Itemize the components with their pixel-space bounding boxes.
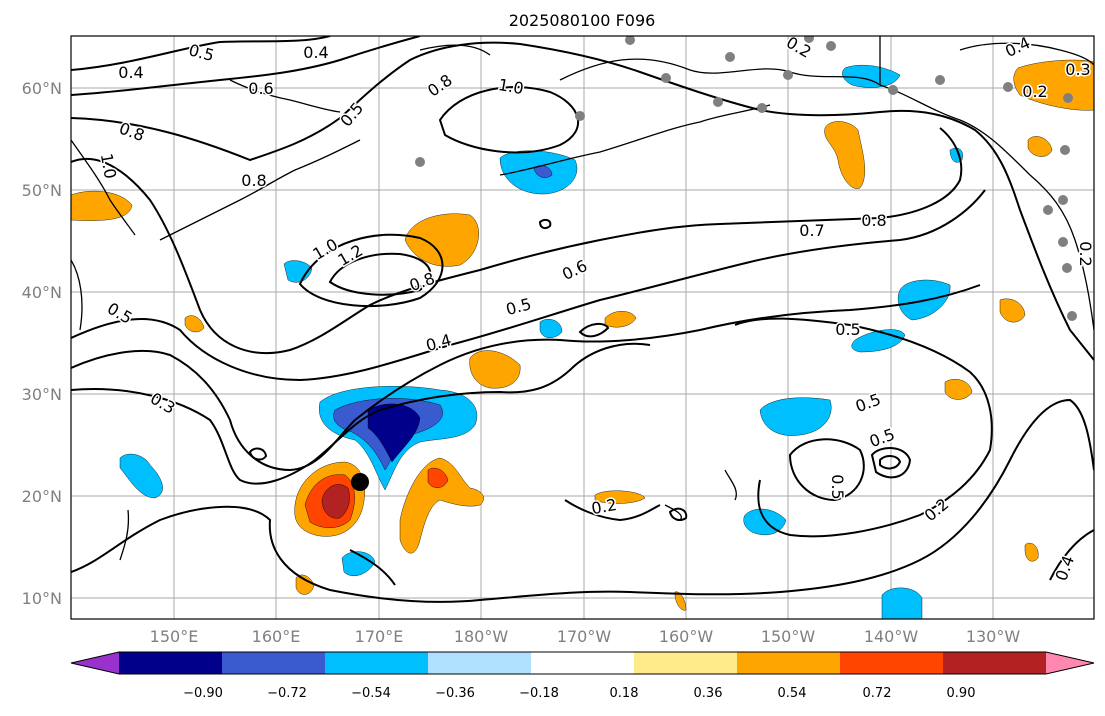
contour-label: 0.2 xyxy=(1022,82,1047,101)
colorbar-tick-label: 0.54 xyxy=(778,686,807,701)
colorbar xyxy=(70,651,1095,675)
lat-tick-label: 20°N xyxy=(22,487,62,506)
lon-tick-label: 180°W xyxy=(454,627,509,646)
station-dot xyxy=(661,73,671,83)
station-dot xyxy=(1067,311,1077,321)
contour-label: 0.6 xyxy=(248,79,273,98)
contour-label: 0.3 xyxy=(1065,60,1090,79)
lat-tick-label: 60°N xyxy=(22,79,62,98)
lat-tick-label: 10°N xyxy=(22,589,62,608)
graticule xyxy=(71,36,1094,619)
station-dot xyxy=(783,70,793,80)
contour-label: 0.2 xyxy=(1076,241,1095,266)
lon-tick-label: 130°W xyxy=(966,627,1021,646)
colorbar-tick-label: −0.36 xyxy=(435,686,475,701)
colorbar-segment xyxy=(737,652,841,674)
station-dot xyxy=(1003,82,1013,92)
lat-tick-label: 40°N xyxy=(22,283,62,302)
lon-tick-label: 170°E xyxy=(355,627,404,646)
lat-tick-label: 30°N xyxy=(22,385,62,404)
colorbar-segment xyxy=(428,652,532,674)
colorbar-segment xyxy=(943,652,1047,674)
station-dot xyxy=(725,52,735,62)
station-dot xyxy=(826,41,836,51)
lon-tick-label: 150°W xyxy=(761,627,816,646)
station-dot xyxy=(1060,145,1070,155)
contour-label: 0.5 xyxy=(835,320,860,339)
lat-tick-label: 50°N xyxy=(22,181,62,200)
colorbar-tick-label: −0.18 xyxy=(519,686,559,701)
colorbar-tick-label: 0.72 xyxy=(863,686,892,701)
contour-label: 0.8 xyxy=(861,211,886,230)
alaska-coast xyxy=(559,58,1094,331)
storm-center-marker xyxy=(351,473,369,491)
colorbar-tick-label: 0.36 xyxy=(694,686,723,701)
contour-label: 0.4 xyxy=(303,43,328,62)
contour-label: 0.5 xyxy=(828,474,847,499)
colorbar-tick-label: 0.18 xyxy=(610,686,639,701)
station-dot xyxy=(575,111,585,121)
station-dot xyxy=(1063,93,1073,103)
station-dot xyxy=(1062,263,1072,273)
lon-tick-label: 170°W xyxy=(557,627,612,646)
coastlines xyxy=(71,36,1094,561)
station-dot xyxy=(935,75,945,85)
station-dot xyxy=(713,97,723,107)
contour-lines xyxy=(71,36,1094,603)
lon-tick-label: 160°W xyxy=(659,627,714,646)
station-dot xyxy=(625,36,635,45)
colorbar-outline xyxy=(70,651,1095,675)
map-frame xyxy=(70,35,1095,620)
lon-tick-label: 140°W xyxy=(864,627,919,646)
colorbar-tick-label: −0.54 xyxy=(351,686,391,701)
figure-title: 2025080100 F096 xyxy=(509,11,656,30)
contour-label: 1.0 xyxy=(497,75,525,98)
colorbar-tick-label: −0.72 xyxy=(267,686,307,701)
map-plot-area: 0.5 0.4 0.4 0.6 0.8 1.0 0.5 0.8 1.0 0.8 … xyxy=(71,36,1095,619)
colorbar-extend-high xyxy=(1046,652,1094,674)
colorbar-tick-label: −0.90 xyxy=(183,686,223,701)
lon-tick-label: 160°E xyxy=(252,627,301,646)
colorbar-segment xyxy=(222,652,326,674)
colorbar-segment xyxy=(325,652,429,674)
colorbar-tick-label: 0.90 xyxy=(947,686,976,701)
colorbar-extend-low xyxy=(71,652,119,674)
colorbar-segment xyxy=(531,652,635,674)
colorbar-labels: −0.90 −0.72 −0.54 −0.36 −0.18 0.18 0.36 … xyxy=(183,686,975,701)
contour-label: 0.7 xyxy=(799,221,824,240)
station-dot xyxy=(415,157,425,167)
station-dot xyxy=(1058,195,1068,205)
station-dot xyxy=(804,36,814,43)
station-dot xyxy=(1058,237,1068,247)
station-dot xyxy=(1043,205,1053,215)
colorbar-segment xyxy=(119,652,223,674)
colorbar-segment xyxy=(840,652,944,674)
contour-label: 0.4 xyxy=(118,63,143,82)
contour-label: 0.8 xyxy=(241,171,266,190)
latitude-labels: 60°N 50°N 40°N 30°N 20°N 10°N xyxy=(22,79,62,608)
colorbar-segment xyxy=(634,652,738,674)
station-dot xyxy=(888,85,898,95)
longitude-labels: 150°E 160°E 170°E 180°W 170°W 160°W 150°… xyxy=(150,627,1021,646)
station-dot xyxy=(757,103,767,113)
station-markers xyxy=(415,36,1077,321)
lon-tick-label: 150°E xyxy=(150,627,199,646)
